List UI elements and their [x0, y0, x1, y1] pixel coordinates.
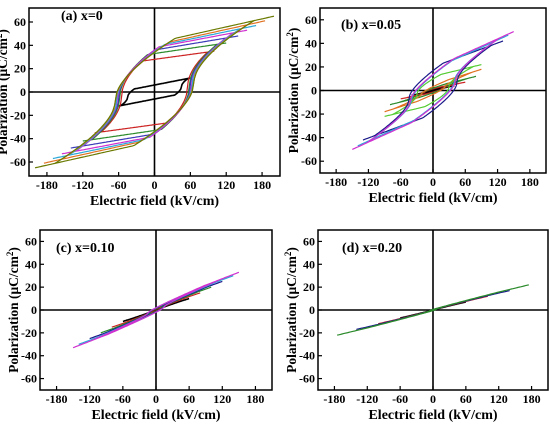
x-tick-label: -60 — [115, 392, 131, 406]
x-tick-label: -120 — [357, 175, 379, 189]
hysteresis-loop-5 — [384, 64, 482, 117]
x-axis-label: Electric field (kV/cm) — [368, 408, 497, 423]
y-tick-label: -40 — [21, 349, 37, 363]
panel-a: -180 -120 -60 0 60 120 180 -60 -40 -20 0 20 40 60 Elec… — [0, 7, 281, 209]
x-tick-label: 180 — [246, 392, 264, 406]
y-tick-label: 0 — [311, 84, 317, 98]
y-tick-label: 40 — [303, 257, 315, 271]
y-tick-label: 0 — [31, 303, 37, 317]
x-tick-label: -120 — [79, 392, 101, 406]
x-tick-label: 120 — [217, 178, 235, 192]
hysteresis-loop-8 — [34, 15, 275, 169]
x-tick-label: -180 — [46, 392, 68, 406]
hysteresis-loop-4 — [337, 284, 529, 336]
y-tick-label: 20 — [14, 62, 26, 76]
x-tick-label: -180 — [36, 178, 58, 192]
y-tick-label: 20 — [303, 280, 315, 294]
x-tick-label: 0 — [430, 392, 436, 406]
y-tick-label: 40 — [305, 36, 317, 50]
hysteresis-loop-3 — [389, 75, 477, 106]
x-tick-label: 120 — [489, 175, 507, 189]
x-tick-label: -120 — [356, 392, 378, 406]
y-tick-label: -40 — [299, 349, 315, 363]
x-tick-label: 120 — [213, 392, 231, 406]
y-tick-label: -40 — [10, 132, 26, 146]
x-tick-label: 180 — [253, 178, 271, 192]
x-axis-label: Electric field (kV/cm) — [91, 408, 220, 423]
x-tick-label: 60 — [184, 178, 196, 192]
x-axis-label: Electric field (kV/cm) — [90, 194, 219, 209]
y-tick-label: 40 — [25, 257, 37, 271]
y-tick-label: -60 — [10, 155, 26, 169]
y-tick-label: 0 — [309, 303, 315, 317]
panel-c: -180 -120 -60 0 60 120 180 -60 -40 -20 0 20 40 60 Elec… — [5, 229, 273, 423]
y-tick-label: -20 — [21, 326, 37, 340]
hysteresis-loop-1 — [411, 85, 455, 96]
y-axis-label: Polarization (μC/cm2) — [5, 247, 21, 373]
x-tick-label: 120 — [490, 392, 508, 406]
y-tick-label: -60 — [301, 154, 317, 168]
y-axis-label: Polarization (μC/cm2) — [283, 247, 299, 373]
x-tick-label: -180 — [323, 392, 345, 406]
panel-title: (b) x=0.05 — [341, 18, 401, 33]
y-tick-label: 0 — [20, 85, 26, 99]
x-tick-label: 60 — [460, 392, 472, 406]
panel-d: -180 -120 -60 0 60 120 180 -60 -40 -20 0 20 40 60 Elec… — [283, 229, 549, 423]
x-tick-label: 180 — [523, 392, 541, 406]
x-tick-label: -60 — [111, 178, 127, 192]
panel-b: -180 -120 -60 0 60 120 180 -60 -40 -20 0 20 40 60 Elec… — [285, 7, 547, 206]
x-tick-label: 180 — [521, 175, 539, 189]
y-axis-label: Polarization (μC/cm2) — [0, 29, 10, 155]
hysteresis-loop-4 — [384, 68, 482, 113]
panel-title: (d) x=0.20 — [342, 241, 402, 256]
y-tick-label: 60 — [25, 234, 37, 248]
x-tick-label: 60 — [183, 392, 195, 406]
x-axis-label: Electric field (kV/cm) — [368, 191, 497, 206]
y-tick-label: 60 — [305, 13, 317, 27]
y-tick-label: -20 — [301, 107, 317, 121]
x-tick-label: 60 — [459, 175, 471, 189]
y-tick-label: 60 — [14, 15, 26, 29]
panel-title: (a) x=0 — [61, 9, 103, 24]
x-tick-label: -60 — [393, 175, 409, 189]
x-tick-label: -180 — [325, 175, 347, 189]
x-tick-label: 0 — [153, 392, 159, 406]
y-tick-label: 20 — [25, 280, 37, 294]
hysteresis-loop-6 — [72, 271, 240, 349]
y-tick-label: 40 — [14, 38, 26, 52]
y-tick-label: -60 — [299, 372, 315, 386]
y-tick-label: -60 — [21, 372, 37, 386]
x-tick-label: -120 — [72, 178, 94, 192]
y-axis-label: Polarization (μC/cm2) — [285, 28, 301, 154]
y-tick-label: -40 — [301, 131, 317, 145]
hysteresis-loop-8 — [352, 31, 514, 150]
y-tick-label: -20 — [299, 326, 315, 340]
x-tick-label: 0 — [430, 175, 436, 189]
y-tick-label: 60 — [303, 234, 315, 248]
x-tick-label: -60 — [392, 392, 408, 406]
y-tick-label: 20 — [305, 60, 317, 74]
x-tick-label: 0 — [152, 178, 158, 192]
y-tick-label: -20 — [10, 108, 26, 122]
panel-title: (c) x=0.10 — [56, 241, 115, 256]
